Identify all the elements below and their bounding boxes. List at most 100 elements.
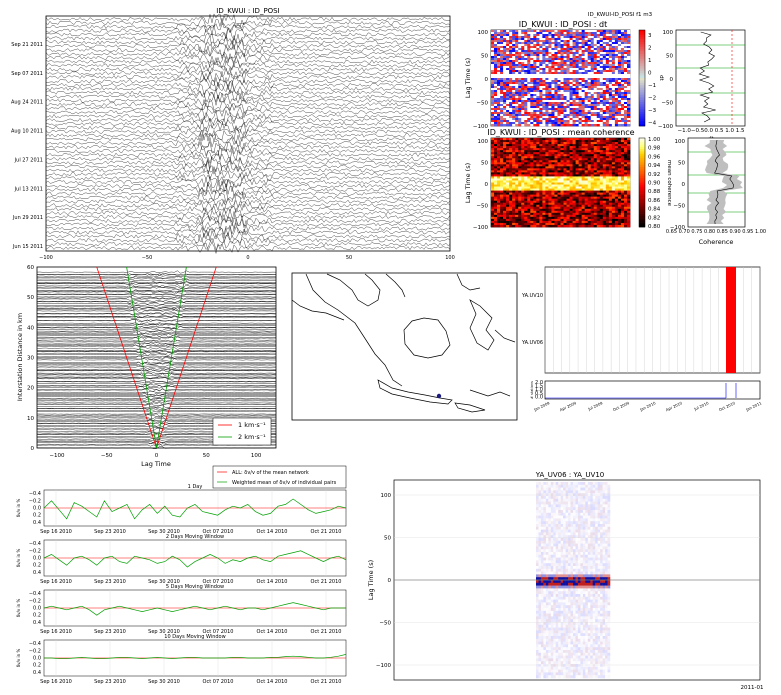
coherence-cell [509,220,513,224]
coherence-cell [584,200,588,204]
dt-cell [608,122,613,125]
coherence-cell [506,218,510,222]
coherence-cell [545,178,549,181]
coherence-colorbar-step [639,144,645,148]
coherence-cell [539,168,543,171]
coherence-cell [593,218,598,222]
coherence-cell [548,186,552,189]
coherence-cell [626,140,631,143]
dt-cell [575,58,579,61]
dt-cell [590,70,595,73]
dt-cell [542,52,546,55]
dt-cell [575,82,579,85]
coherence-cell [614,138,619,141]
dt-cell [548,30,552,33]
dt-cell [587,32,592,35]
coherence-cell [530,144,534,147]
coherence-cell [497,156,501,159]
dt-cell [515,58,519,61]
coherence-cell [554,214,558,218]
coherence-cell [563,150,567,153]
dt-cell [560,70,564,73]
coherence-cell [545,194,549,197]
coherence-cell [542,180,546,183]
coherence-cell [596,210,601,214]
dt-cell [578,32,582,35]
coherence-cell [524,180,528,183]
coherence-cell [563,164,567,167]
waveform-trace [45,17,451,29]
coherence-cell [566,174,570,177]
coherence-cell [575,214,579,218]
dt-cell [527,52,531,55]
dt-cell [578,72,582,75]
coherence-cell [617,146,622,149]
dt-cell [581,116,585,119]
coherence-colorbar-step [639,138,645,141]
dt-cell [497,116,501,119]
coherence-cell [548,210,552,214]
coherence-cell [539,220,543,224]
coherence-cell [572,222,576,226]
coherence-cell [566,198,570,201]
coherence-cell [602,180,607,183]
coherence-cell [569,154,573,157]
dt-cell [608,82,613,85]
dt-cell [620,112,625,115]
dt-cell [590,122,595,125]
dt-cell [551,98,555,101]
dt-cell [512,30,516,33]
dt-cell [545,80,549,83]
coherence-cell [518,156,522,159]
coherence-cell [566,200,570,204]
coherence-cell [512,206,516,210]
dt-cell [602,96,607,99]
coherence-cell [560,214,564,218]
dt-cell [602,78,607,81]
waveform-trace [45,28,451,41]
dt-cell [503,60,507,63]
coherence-cell [590,160,595,163]
coherence-cell [539,194,543,197]
dt-cell [605,106,610,109]
coherence-cell [575,202,579,206]
coherence-cell [512,160,516,163]
coherence-cell [551,138,555,141]
coherence-cell [533,212,537,216]
coherence-cell [515,206,519,210]
dt-cell [536,116,540,119]
moveout-trace [36,400,277,404]
coherence-cell [626,156,631,159]
coherence-cell [491,178,495,181]
dt-cell [527,88,531,91]
dt-cell [527,78,531,81]
ccf-cell [538,482,542,486]
coherence-cell [620,158,625,161]
dt-cell [521,72,525,75]
dt-cell [599,78,604,81]
dt-cell [569,98,573,101]
dt-cell [563,78,567,81]
dt-cell [542,116,546,119]
dt-cell [602,52,607,55]
coherence-cell [566,146,570,149]
coherence-cell [578,166,582,169]
coherence-cell [560,180,564,183]
dt-cell [608,96,613,99]
coherence-cell [545,220,549,224]
coherence-cell [533,224,537,228]
ccf-cell [585,484,589,488]
dt-cell [554,76,558,79]
dt-cell [596,100,601,103]
coherence-cell [536,216,540,220]
dt-cell [584,104,588,107]
coherence-cell [566,182,570,185]
dt-cell [626,76,631,79]
coherence-cell [521,222,525,226]
dt-cell [545,56,549,59]
coherence-cell [593,146,598,149]
coherence-cell [614,142,619,145]
dt-cell [569,92,573,95]
coherence-cell [602,222,607,226]
